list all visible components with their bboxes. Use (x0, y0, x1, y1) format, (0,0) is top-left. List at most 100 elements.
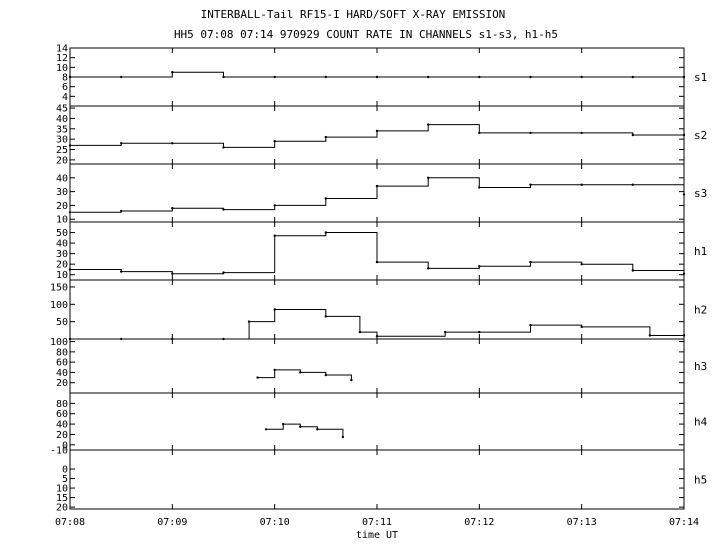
data-point-s2 (222, 146, 225, 149)
data-point-h1 (478, 265, 481, 268)
data-point-s3 (529, 183, 532, 186)
data-point-s3 (324, 197, 327, 200)
data-point-s3 (222, 208, 225, 211)
y-tick-label: 10 (56, 270, 68, 281)
data-point-s1 (427, 75, 430, 79)
y-tick-label: 20 (56, 155, 68, 166)
data-point-s1 (120, 75, 123, 79)
y-tick-label: 60 (56, 409, 68, 420)
figure-subtitle: HH5 07:08 07:14 970929 COUNT RATE IN CHA… (174, 28, 558, 41)
data-point-s3 (171, 207, 174, 210)
data-point-h2 (478, 330, 481, 334)
channel-label-h3: h3 (694, 360, 707, 373)
data-point-s2 (68, 144, 72, 147)
y-tick-label: 45 (56, 104, 68, 115)
time-axis: 07:08 07:09 07:10 07:11 07:12 07:13 07:14 (55, 517, 699, 528)
y-tick-label: 14 (56, 44, 68, 55)
data-point-h3 (273, 368, 276, 372)
y-tick-label: 0 (62, 440, 68, 451)
y-tick-label: 100 (50, 337, 68, 348)
data-point-s1 (375, 75, 379, 79)
data-point-s2 (375, 129, 379, 133)
panel-h2: 150 100 50 h2 (50, 279, 707, 341)
y-tick-label: 35 (56, 124, 68, 135)
y-tick-label: 30 (56, 135, 68, 146)
y-tick-label: 150 (50, 282, 68, 293)
data-point-s2 (120, 142, 123, 145)
y-tick-label: 100 (50, 300, 68, 311)
channel-label-h4: h4 (694, 416, 708, 429)
y-tick-label: 8 (62, 73, 68, 84)
y-tick-label: 40 (56, 420, 68, 431)
data-point-s1 (682, 75, 686, 79)
data-point-s2 (631, 133, 634, 137)
y-tick-label: 50 (56, 228, 68, 239)
y-tick-label: 50 (56, 317, 68, 328)
data-point-h4 (282, 422, 285, 426)
data-point-h1 (68, 268, 72, 271)
data-point-h2 (580, 325, 583, 329)
y-tick-label: 30 (56, 187, 68, 198)
y-tick-label: 40 (56, 368, 68, 379)
data-point-s3 (68, 211, 72, 214)
x-axis-label: time UT (356, 530, 398, 541)
series-line-h4 (266, 423, 344, 437)
data-point-h2 (529, 323, 532, 327)
y-tick-label: 5 (62, 474, 68, 485)
data-point-s2 (427, 123, 430, 126)
panel-frame (69, 279, 685, 340)
data-point-h4 (264, 428, 268, 431)
y-tick-label: 20 (56, 378, 68, 389)
channel-label-h5: h5 (694, 474, 707, 487)
data-point-h1 (427, 267, 430, 270)
data-point-h1 (529, 260, 532, 264)
data-point-s2 (273, 140, 276, 143)
data-point-h2 (358, 330, 362, 334)
x-tick-label: 07:14 (669, 517, 699, 528)
data-point-s3 (580, 183, 583, 186)
data-point-s3 (375, 184, 379, 188)
y-tick-label: 25 (56, 145, 68, 156)
data-point-s1 (273, 75, 276, 79)
data-point-h1 (120, 270, 123, 273)
data-point-h3 (350, 378, 353, 382)
y-tick-label: 20 (56, 201, 68, 212)
series-line-s2 (70, 124, 684, 148)
series-line-h2 (70, 309, 684, 340)
y-tick-label: 40 (56, 114, 68, 125)
data-point-h2 (375, 335, 379, 338)
data-point-s3 (478, 186, 481, 189)
data-point-h2 (648, 334, 652, 337)
y-tick-label: 40 (56, 239, 68, 250)
data-point-h2 (444, 330, 447, 334)
data-point-h1 (171, 272, 174, 275)
data-point-s3 (631, 183, 634, 186)
y-tick-label: 60 (56, 358, 68, 369)
data-point-s1 (171, 71, 174, 74)
x-tick-label: 07:12 (464, 517, 494, 528)
data-point-s3 (682, 193, 686, 196)
data-point-s1 (324, 75, 327, 79)
y-tick-label: 20 (56, 260, 68, 271)
y-tick-label: 10 (56, 484, 68, 495)
data-point-s3 (273, 204, 276, 207)
data-point-h2 (682, 334, 686, 337)
data-point-s1 (222, 75, 225, 79)
y-tick-label: 4 (62, 92, 68, 103)
data-point-h1 (273, 234, 276, 237)
panel-frame (69, 392, 685, 451)
x-tick-label: 07:11 (362, 517, 392, 528)
x-tick-label: 07:10 (260, 517, 290, 528)
y-tick-label: 80 (56, 347, 68, 358)
data-point-h2 (247, 320, 251, 323)
data-point-h2 (273, 308, 276, 311)
data-point-h4 (341, 435, 345, 439)
y-tick-label: 10 (56, 63, 68, 74)
data-point-s3 (120, 209, 123, 213)
